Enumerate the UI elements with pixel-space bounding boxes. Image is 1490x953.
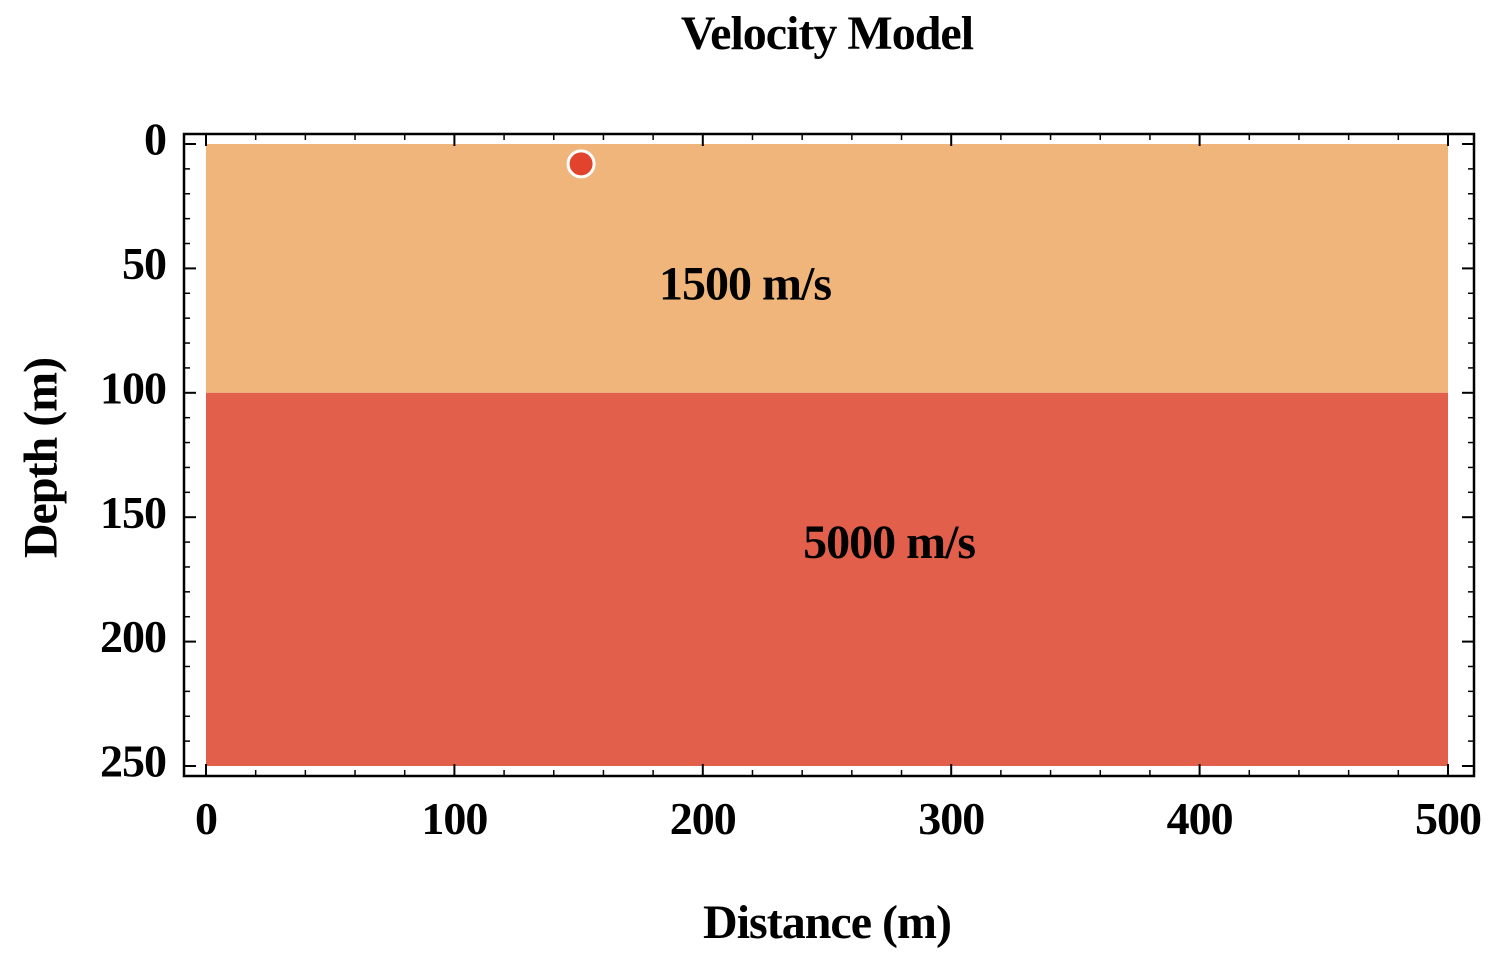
layer-labels: 1500 m/s 5000 m/s <box>659 257 976 569</box>
layer-label-2: 5000 m/s <box>803 516 975 569</box>
x-tick-label: 400 <box>1167 793 1233 844</box>
axis-ticks <box>184 134 1474 776</box>
velocity-layer-2 <box>206 392 1448 766</box>
y-tick-label: 100 <box>100 362 166 413</box>
x-tick-label: 200 <box>670 793 736 844</box>
velocity-layer-1 <box>206 144 1448 393</box>
x-tick-label: 0 <box>195 793 217 844</box>
x-tick-label: 500 <box>1415 793 1481 844</box>
axis-tick-labels: 0 100 200 300 400 500 0 50 100 150 200 250 <box>100 114 1482 844</box>
y-tick-label: 50 <box>122 238 166 289</box>
y-tick-label: 0 <box>144 114 166 165</box>
y-tick-label: 150 <box>100 487 166 538</box>
y-tick-label: 200 <box>100 611 166 662</box>
source-marker-group <box>566 149 596 179</box>
plot-frame <box>182 132 1476 778</box>
y-tick-label: 250 <box>100 736 166 787</box>
source-point-marker <box>566 149 596 179</box>
x-tick-label: 300 <box>918 793 984 844</box>
layer-label-1: 1500 m/s <box>659 257 831 310</box>
chart-title: Velocity Model <box>680 7 974 60</box>
x-axis-label: Distance (m) <box>703 896 952 949</box>
x-tick-label: 100 <box>421 793 487 844</box>
velocity-layers <box>206 144 1448 766</box>
